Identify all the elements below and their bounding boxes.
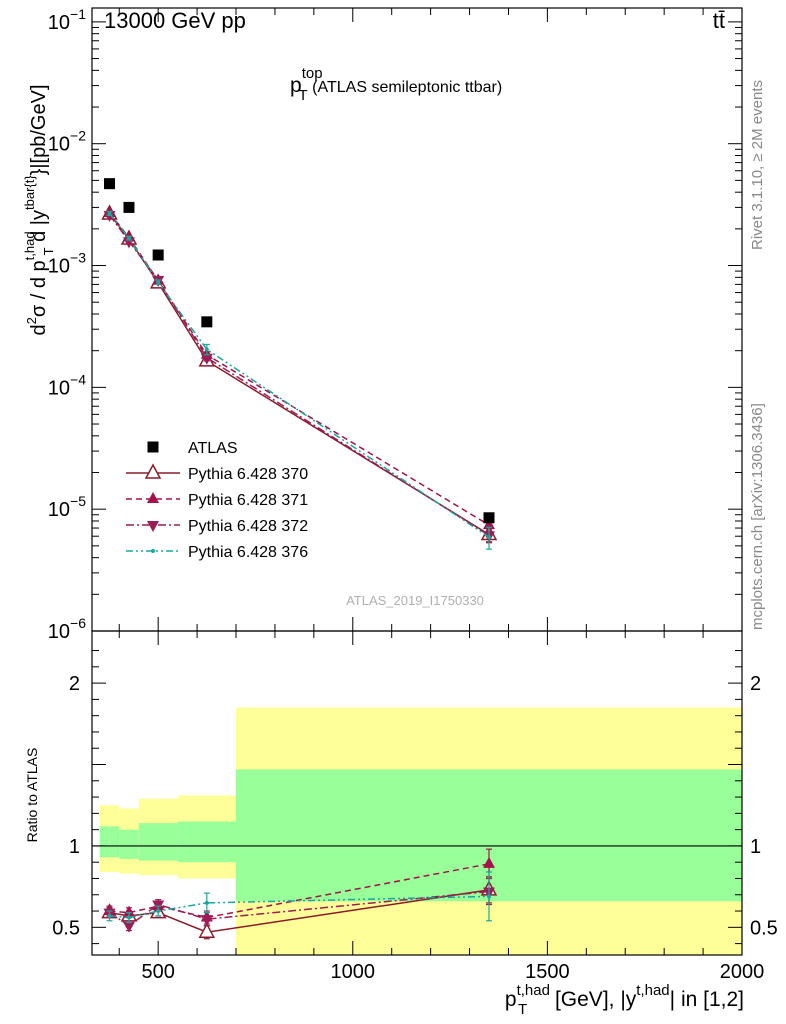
ratio-pythia-6-428-370-point-3 (198, 922, 216, 938)
plot-title: ptop T (ATLAS semileptonic ttbar) (290, 65, 502, 104)
main-pythia-6-428-372-line (108, 214, 490, 536)
main-atlas-point-3 (201, 316, 213, 328)
band-inner-3 (177, 821, 237, 863)
legend-label-0: ATLAS (188, 440, 238, 457)
main-pythia-6-428-376-point-3 (204, 347, 209, 352)
legend: ATLAS Pythia 6.428 370 Pythia 6.428 371 Pyt… (126, 440, 308, 561)
ratio-pythia-6-428-371-point-1 (122, 905, 135, 917)
ratio-ytick-label-0: 0.5 (52, 917, 80, 939)
main-pythia-6-428-376-point-1 (126, 236, 131, 241)
main-ytick-label-4: 10−2 (48, 128, 86, 156)
legend-marker-1 (144, 463, 162, 479)
ratio-pythia-6-428-376-point-3 (204, 900, 209, 905)
ratio-xtick-label-1: 1000 (331, 961, 376, 983)
band-inner-2 (138, 823, 178, 861)
plot-title-main: p (290, 74, 302, 97)
ratio-ytick-label-1: 1 (69, 836, 80, 858)
y-axis-label-main: d2σ / d pt,had T d |ytbar{t}}|[pb/GeV] (22, 84, 56, 335)
analysis-watermark: ATLAS_2019_I1750330 (346, 593, 484, 608)
ratio-xtick-label-0: 500 (141, 961, 174, 983)
legend-marker-4 (151, 549, 155, 553)
legend-marker-3 (147, 521, 159, 532)
x-axis-label: pt,had T [GeV], |yt,had| in [1,2] (505, 982, 744, 1018)
ratio-pythia-6-428-371-point-4 (483, 856, 496, 868)
main-pythia-6-428-372-point-0 (103, 210, 116, 222)
legend-marker-0 (147, 441, 159, 453)
plot-title-rest: (ATLAS semileptonic ttbar) (308, 79, 502, 96)
main-pythia-6-428-376-line (108, 212, 490, 538)
axes: 10−6 10−5 10−4 10−3 10−2 10−1 500 1000 1500 2000 0… (48, 6, 778, 983)
ratio-xtick-label-2: 1500 (525, 961, 570, 983)
y-axis-label-ratio: Ratio to ATLAS (24, 748, 40, 843)
legend-marker-2 (147, 492, 159, 503)
main-pythia-6-428-370-line (108, 213, 490, 536)
main-ytick-label-1: 10−5 (48, 493, 86, 521)
main-pythia-6-428-372-point-3 (200, 353, 213, 365)
legend-label-4: Pythia 6.428 376 (188, 544, 308, 561)
chart-marks (101, 178, 498, 940)
ratio-pythia-6-428-376-point-1 (126, 915, 131, 920)
main-ytick-label-3: 10−3 (48, 250, 86, 278)
mcplots-label: mcplots.cern.ch [arXiv:1306.3436] (749, 403, 766, 630)
main-pythia-6-428-376-point-4 (487, 535, 492, 540)
legend-label-3: Pythia 6.428 372 (188, 518, 308, 535)
main-atlas-point-4 (483, 512, 495, 524)
ratio-ytick-label-2: 2 (69, 673, 80, 695)
band-inner-0 (99, 826, 120, 858)
ratio-ytick-label-right-1: 1 (750, 836, 761, 858)
main-pythia-6-428-376-point-0 (107, 211, 112, 216)
legend-label-1: Pythia 6.428 370 (188, 466, 308, 483)
main-pythia-6-428-376-point-2 (156, 280, 161, 285)
legend-label-2: Pythia 6.428 371 (188, 492, 308, 509)
main-atlas-point-1 (123, 201, 135, 213)
ratio-xtick-label-3: 2000 (720, 961, 765, 983)
plot-title-sub: T (299, 87, 308, 104)
ratio-ytick-label-right-0: 0.5 (750, 917, 778, 939)
main-atlas-point-0 (104, 178, 116, 190)
band-inner-1 (119, 829, 139, 859)
main-ytick-label-5: 10−1 (48, 6, 86, 34)
uncertainty-bands (92, 707, 743, 955)
energy-label: 13000 GeV pp (104, 8, 246, 33)
ratio-frame (91, 630, 743, 956)
main-ytick-label-0: 10−6 (48, 615, 86, 643)
main-pythia-6-428-371-point-4 (483, 518, 496, 530)
main-ytick-label-2: 10−4 (48, 371, 86, 399)
ratio-pythia-6-428-376-point-4 (487, 894, 492, 899)
process-label: tt̄ (713, 8, 725, 33)
ratio-ytick-label-right-2: 2 (750, 673, 761, 695)
main-atlas-point-2 (152, 249, 164, 261)
ratio-pythia-6-428-376-point-0 (107, 913, 112, 918)
ratio-pythia-6-428-372-point-3 (200, 915, 213, 927)
plot-title-sup: top (302, 65, 323, 82)
ratio-pythia-6-428-372-point-1 (122, 921, 135, 933)
ratio-pythia-6-428-376-point-2 (156, 909, 161, 914)
rivet-label: Rivet 3.1.10, ≥ 2M events (749, 80, 766, 250)
ratio-pythia-6-428-371-line (109, 863, 490, 919)
main-frame (91, 7, 743, 632)
